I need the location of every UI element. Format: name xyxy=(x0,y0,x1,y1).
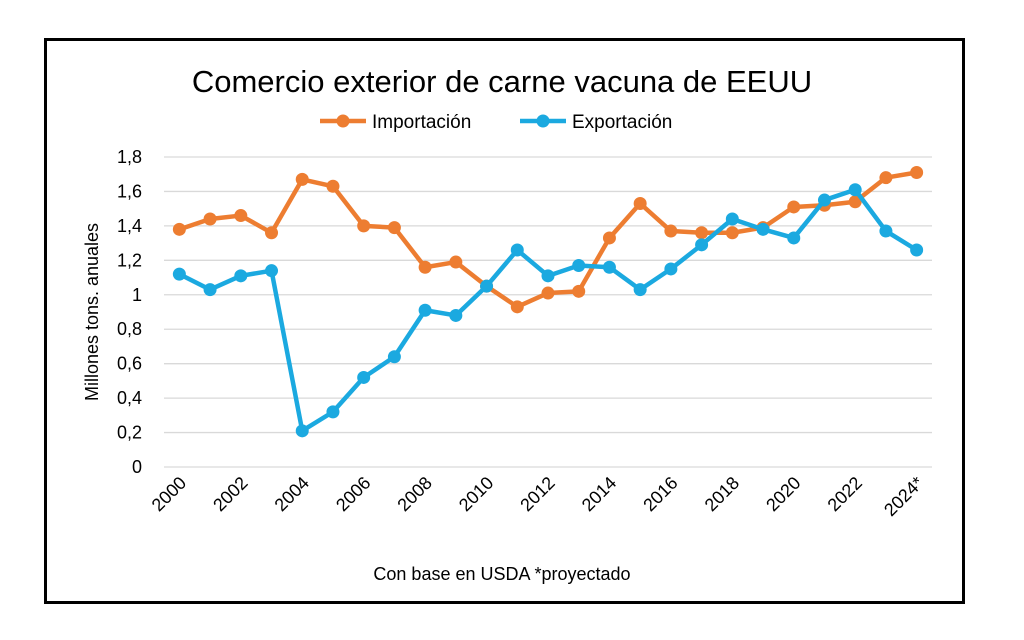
data-point xyxy=(203,283,217,297)
data-point xyxy=(265,226,279,240)
data-point xyxy=(449,308,463,322)
x-tick-label: 2018 xyxy=(701,473,743,515)
y-tick-label: 1,2 xyxy=(117,250,142,270)
data-point xyxy=(572,284,586,298)
data-point xyxy=(357,219,371,233)
y-tick-label: 0,8 xyxy=(117,319,142,339)
data-point xyxy=(295,424,309,438)
data-point xyxy=(234,209,248,223)
gridlines xyxy=(164,156,932,468)
data-point xyxy=(664,224,678,238)
y-tick-label: 1,6 xyxy=(117,181,142,201)
series-importacin xyxy=(172,166,924,314)
data-point xyxy=(879,224,893,238)
y-tick-label: 0 xyxy=(132,457,142,477)
x-tick-label: 2024* xyxy=(880,473,927,520)
data-point xyxy=(480,279,494,293)
data-point xyxy=(664,262,678,276)
data-point xyxy=(387,221,401,235)
legend-marker xyxy=(336,114,350,128)
x-tick-label: 2000 xyxy=(148,473,190,515)
legend-label: Exportación xyxy=(572,112,672,133)
y-tick-label: 1,8 xyxy=(117,147,142,167)
source-note: Con base en USDA *proyectado xyxy=(373,564,630,584)
data-point xyxy=(203,212,217,226)
data-point xyxy=(633,197,647,210)
data-point xyxy=(602,231,616,245)
y-tick-label: 0,4 xyxy=(117,388,142,408)
y-axis-label: Millones tons. anuales xyxy=(82,223,102,401)
x-tick-label: 2020 xyxy=(762,473,804,515)
data-point xyxy=(172,222,186,236)
data-point xyxy=(848,183,862,197)
chart-title: Comercio exterior de carne vacuna de EEU… xyxy=(192,64,812,99)
data-point xyxy=(326,405,340,419)
y-tick-label: 1,4 xyxy=(117,216,142,236)
data-point xyxy=(326,179,340,193)
data-point xyxy=(418,303,432,317)
x-tick-label: 2006 xyxy=(332,473,374,515)
data-point xyxy=(787,200,801,214)
data-point xyxy=(879,171,893,185)
data-point xyxy=(449,255,463,269)
data-point xyxy=(387,350,401,364)
data-point xyxy=(756,222,770,236)
y-tick-label: 0,2 xyxy=(117,423,142,443)
x-axis-ticks: 2000 2002 2004 2006 2008 2010 2012 2014 2016 2018… xyxy=(148,473,928,520)
data-point xyxy=(234,269,248,283)
x-tick-label: 2014 xyxy=(578,473,620,515)
data-point xyxy=(725,212,739,226)
x-tick-label: 2002 xyxy=(209,473,251,515)
data-point xyxy=(725,226,739,240)
data-point xyxy=(541,269,555,283)
data-point xyxy=(910,166,924,179)
data-point xyxy=(695,226,709,240)
data-point xyxy=(633,283,647,297)
chart-frame xyxy=(44,38,965,604)
data-point xyxy=(572,259,586,272)
data-point xyxy=(172,267,186,281)
legend: Importación Exportación xyxy=(320,112,672,133)
data-point xyxy=(848,195,862,209)
y-tick-label: 0,6 xyxy=(117,354,142,374)
series-exportacin xyxy=(172,183,924,438)
legend-item: Exportación xyxy=(520,112,672,133)
data-point xyxy=(541,286,555,300)
data-point xyxy=(817,193,831,207)
data-point xyxy=(265,264,279,278)
data-point xyxy=(787,231,801,245)
legend-item: Importación xyxy=(320,112,471,133)
series-layer xyxy=(172,166,924,438)
data-point xyxy=(295,172,309,186)
legend-marker xyxy=(536,114,550,128)
x-tick-label: 2016 xyxy=(639,473,681,515)
x-tick-label: 2004 xyxy=(271,473,313,515)
legend-label: Importación xyxy=(372,112,471,133)
x-tick-label: 2008 xyxy=(393,473,435,515)
data-point xyxy=(910,243,924,257)
data-point xyxy=(418,260,432,274)
data-point xyxy=(510,243,524,257)
data-point xyxy=(357,370,371,384)
data-point xyxy=(602,260,616,274)
y-axis-ticks: 0 0,2 0,4 0,6 0,8 1 1,2 1,4 1,6 1,8 xyxy=(117,147,142,477)
x-tick-label: 2012 xyxy=(516,473,558,515)
y-tick-label: 1 xyxy=(132,285,142,305)
data-point xyxy=(695,238,709,252)
data-point xyxy=(510,300,524,314)
x-tick-label: 2022 xyxy=(824,473,866,515)
x-tick-label: 2010 xyxy=(455,473,497,515)
